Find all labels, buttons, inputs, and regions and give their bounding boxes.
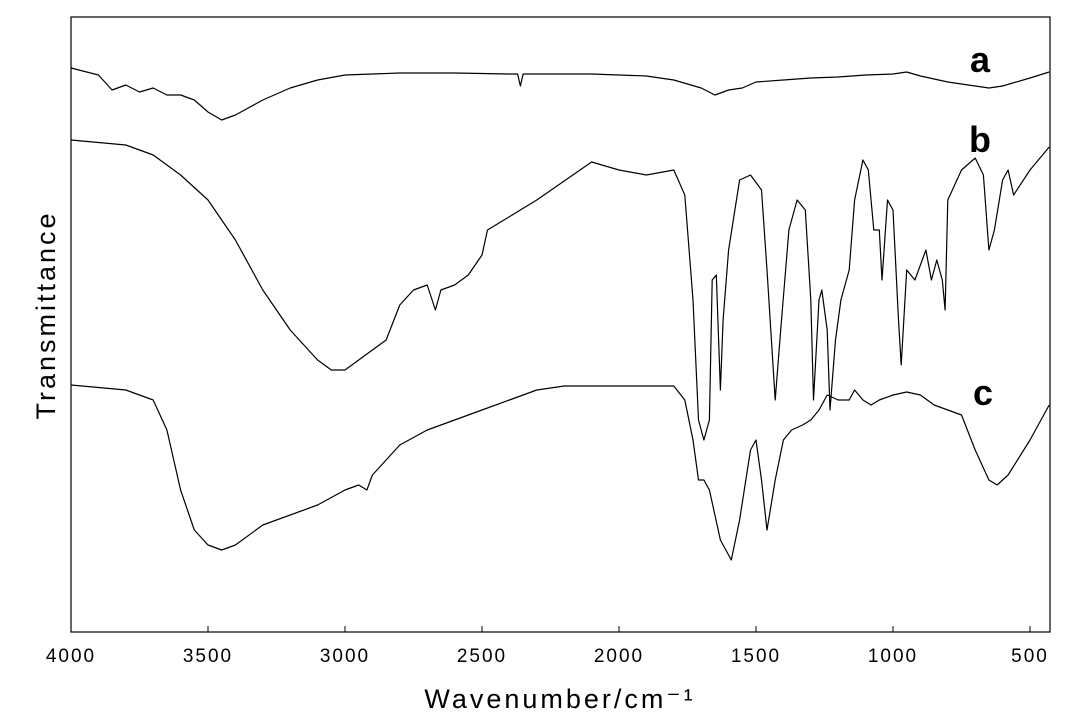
x-tick-label: 1500 — [731, 646, 781, 667]
series-label: b — [969, 119, 991, 160]
x-tick-label: 3500 — [183, 646, 233, 667]
series-label: a — [970, 39, 991, 80]
x-tick-label: 500 — [1011, 646, 1049, 667]
spectrum-line — [70, 384, 1050, 561]
spectrum-line — [70, 139, 1050, 441]
x-tick-label: 1000 — [868, 646, 918, 667]
x-tick-label: 2500 — [457, 646, 507, 667]
x-tick-label: 2000 — [594, 646, 644, 667]
plot-frame — [70, 16, 1051, 633]
spectrum-line — [70, 67, 1050, 121]
x-axis-label: Wavenumber/cm⁻¹ — [424, 684, 695, 714]
x-tick-label: 3000 — [320, 646, 370, 667]
series-label: c — [973, 372, 993, 413]
x-tick-label: 4000 — [46, 646, 96, 667]
y-axis-label: Transmittance — [31, 210, 61, 419]
